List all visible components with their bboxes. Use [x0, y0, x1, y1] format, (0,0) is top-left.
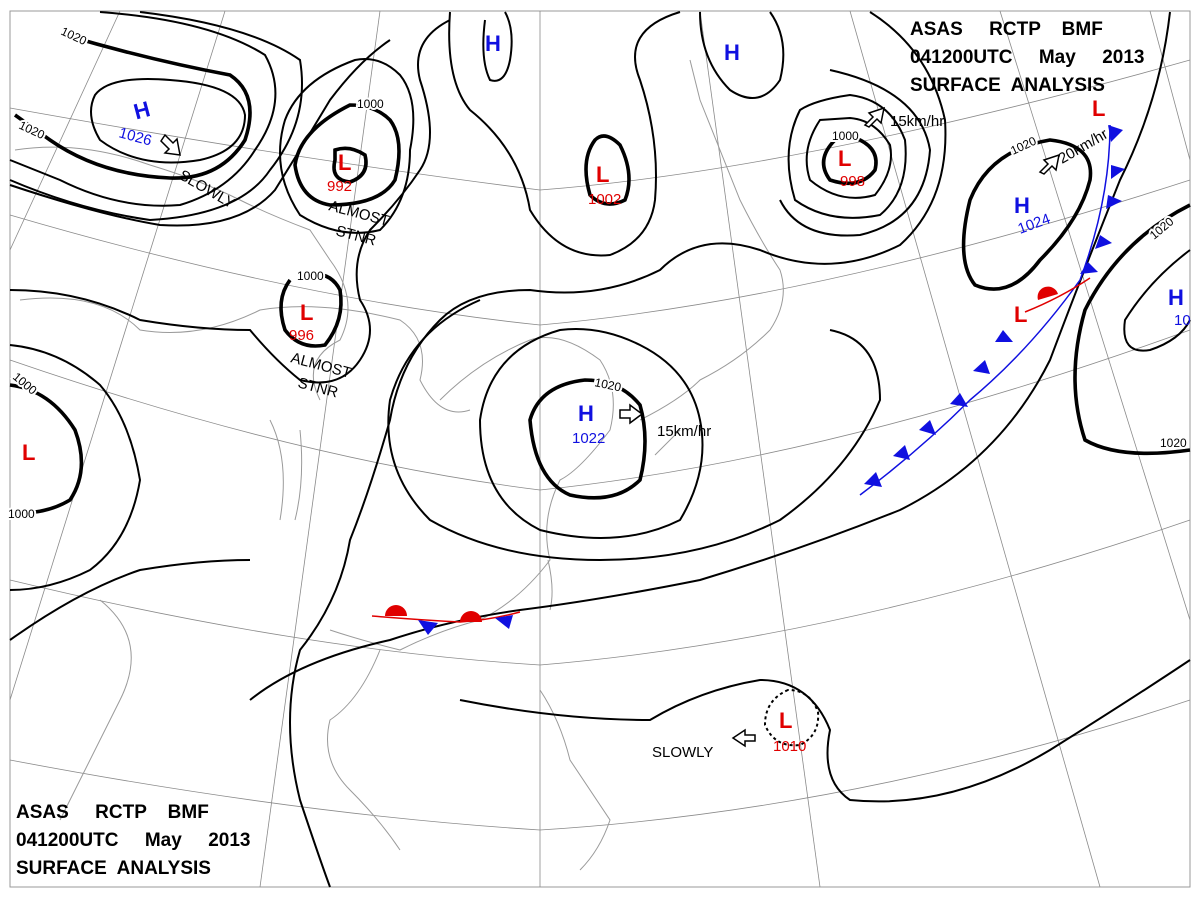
high-center-marker: H	[1168, 285, 1184, 310]
low-center-marker: L	[1014, 302, 1027, 327]
header-line: SURFACE ANALYSIS	[16, 858, 211, 879]
high-center-marker: H	[1014, 193, 1030, 218]
high-center-value: 10	[1174, 312, 1191, 329]
high-center-marker: H	[578, 401, 594, 426]
isobars	[9, 11, 1191, 888]
low-center-value: 1002	[588, 191, 621, 208]
header-line: ASAS RCTP BMF	[16, 802, 209, 823]
header-bottom: ASAS RCTP BMF 041200UTC May 2013 SURFACE…	[16, 802, 250, 879]
low-center-value: 1010	[773, 738, 806, 755]
graticule	[9, 10, 1191, 888]
fronts	[371, 124, 1125, 635]
isobar-label: 1000	[832, 129, 859, 143]
low-center-value: 998	[840, 173, 865, 190]
low-center-marker: L	[779, 708, 792, 733]
warm-front	[1024, 277, 1091, 313]
isobar-label: 1000	[357, 97, 384, 111]
header-line: SURFACE ANALYSIS	[910, 75, 1105, 96]
motion-label: SLOWLY	[652, 744, 713, 761]
isobar-label: 1000	[297, 269, 324, 283]
high-center-marker: H	[485, 31, 501, 56]
header-top: ASAS RCTP BMF 041200UTC May 2013 SURFACE…	[910, 19, 1144, 96]
isobar-label: 1020	[1160, 436, 1187, 450]
motion-arrows	[160, 106, 1060, 748]
low-center-value: 992	[327, 178, 352, 195]
arrow-icon	[731, 728, 756, 748]
low-center-marker: L	[596, 162, 609, 187]
stationary-front	[371, 611, 521, 623]
isobar-label: 1000	[8, 507, 35, 521]
low-center-marker: L	[838, 146, 851, 171]
arrow-icon	[1038, 153, 1060, 175]
map-frame	[9, 10, 1191, 888]
low-center-marker: L	[300, 300, 313, 325]
motion-label: 15km/hr	[657, 423, 711, 440]
cold-front-triangles	[864, 125, 1125, 487]
low-center-marker: L	[22, 440, 35, 465]
cold-front	[859, 124, 1111, 496]
high-center-marker: H	[131, 96, 153, 124]
arrow-icon	[160, 133, 181, 156]
high-center-value: 1022	[572, 430, 605, 447]
low-center-value: 996	[289, 327, 314, 344]
coastlines	[14, 59, 784, 871]
low-center-marker: L	[338, 150, 351, 175]
arrow-icon	[619, 403, 644, 425]
high-center-marker: H	[724, 40, 740, 65]
header-line: 041200UTC May 2013	[910, 47, 1144, 68]
arrow-icon	[863, 106, 885, 128]
header-line: 041200UTC May 2013	[16, 830, 250, 851]
low-center-marker: L	[1092, 96, 1105, 121]
motion-label: 15km/hr	[890, 113, 944, 130]
header-line: ASAS RCTP BMF	[910, 19, 1103, 40]
